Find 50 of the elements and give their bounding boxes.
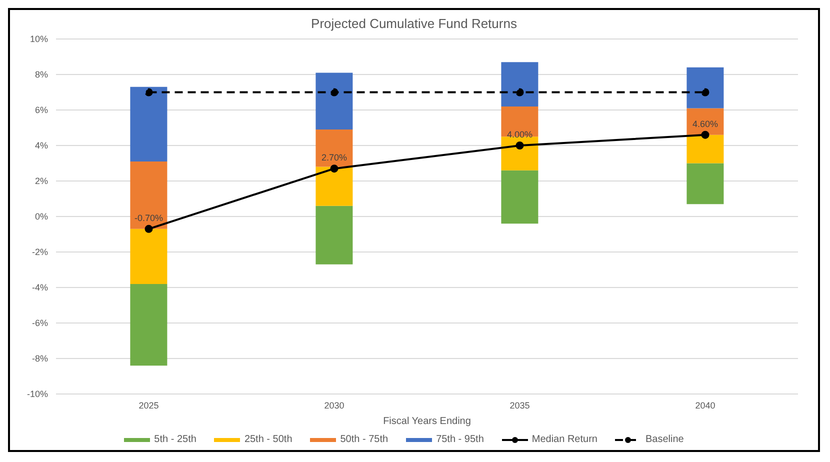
y-tick-label: -4% bbox=[32, 282, 48, 293]
y-tick-label: -10% bbox=[26, 389, 48, 400]
x-tick-label: 2025 bbox=[138, 400, 159, 410]
data-label: 4.00% bbox=[506, 130, 533, 140]
bar bbox=[316, 166, 353, 206]
x-tick-label: 2040 bbox=[695, 400, 716, 410]
bar bbox=[686, 67, 724, 108]
legend-label: 50th - 75th bbox=[339, 434, 388, 445]
legend-label: 75th - 95th bbox=[435, 434, 484, 445]
bar bbox=[501, 170, 538, 224]
point bbox=[144, 224, 153, 233]
point bbox=[701, 130, 710, 139]
legend-label: 25th - 50th bbox=[243, 434, 292, 445]
y-tick-label: -8% bbox=[32, 354, 48, 364]
bar bbox=[130, 228, 168, 284]
data-label: 2.70% bbox=[321, 152, 348, 163]
y-tick-label: 2% bbox=[34, 176, 48, 186]
y-tick-label: -2% bbox=[32, 247, 48, 258]
point bbox=[330, 88, 338, 96]
point bbox=[516, 88, 524, 96]
bar bbox=[130, 161, 168, 229]
y-tick-label: 6% bbox=[34, 105, 48, 116]
bar bbox=[316, 72, 353, 130]
x-axis-title: Fiscal Years Ending bbox=[383, 416, 471, 427]
bar bbox=[316, 130, 353, 167]
x-tick-label: 2030 bbox=[324, 400, 344, 410]
legend-label: 5th - 25th bbox=[153, 434, 196, 445]
bar bbox=[501, 106, 538, 137]
point bbox=[701, 88, 710, 96]
point bbox=[516, 142, 524, 150]
legend-label: Baseline bbox=[644, 434, 684, 445]
y-tick-label: 8% bbox=[34, 70, 48, 80]
point bbox=[144, 88, 153, 96]
point bbox=[330, 164, 338, 173]
bar bbox=[501, 62, 538, 106]
bar bbox=[130, 86, 168, 162]
data-label: 4.60% bbox=[692, 118, 718, 129]
y-tick-label: 4% bbox=[34, 140, 48, 151]
x-tick-label: 2035 bbox=[510, 400, 530, 410]
bar bbox=[316, 206, 353, 264]
y-tick-label: 10% bbox=[30, 34, 48, 44]
legend-label: Median Return bbox=[530, 434, 598, 445]
bar bbox=[686, 134, 724, 164]
bar bbox=[686, 163, 724, 204]
y-tick-label: 0% bbox=[34, 212, 48, 222]
bar bbox=[501, 136, 538, 170]
bar bbox=[130, 284, 168, 366]
chart-title: Projected Cumulative Fund Returns bbox=[310, 15, 518, 31]
y-tick-label: -6% bbox=[32, 318, 48, 328]
data-label: -0.70% bbox=[134, 212, 164, 223]
